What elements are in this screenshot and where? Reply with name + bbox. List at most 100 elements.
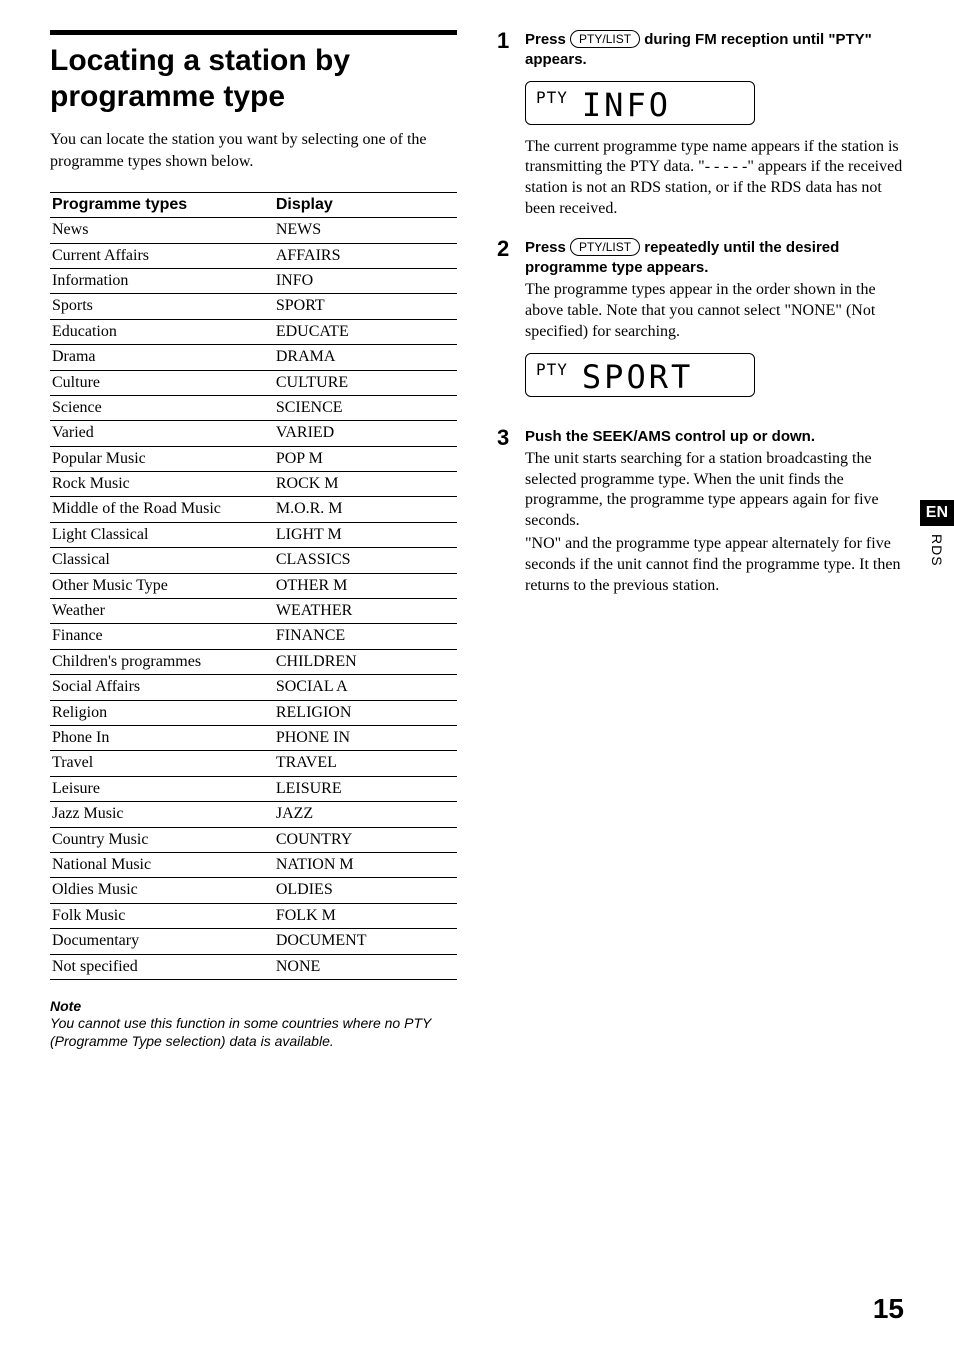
table-cell: Varied: [50, 421, 274, 446]
step-1: 1 Press PTY/LIST during FM reception unt…: [497, 30, 904, 220]
table-cell: Drama: [50, 345, 274, 370]
table-cell: Popular Music: [50, 446, 274, 471]
table-row: ClassicalCLASSICS: [50, 548, 457, 573]
table-cell: CULTURE: [274, 370, 457, 395]
table-cell: INFO: [274, 268, 457, 293]
table-cell: Religion: [50, 700, 274, 725]
table-cell: JAZZ: [274, 802, 457, 827]
table-cell: SCIENCE: [274, 395, 457, 420]
table-cell: Light Classical: [50, 522, 274, 547]
table-header: Programme types: [50, 193, 274, 218]
table-cell: Information: [50, 268, 274, 293]
table-cell: Phone In: [50, 726, 274, 751]
main-heading: Locating a station by programme type: [50, 43, 457, 115]
table-row: InformationINFO: [50, 268, 457, 293]
lcd-display-2: PTY SPORT: [525, 353, 755, 397]
table-cell: WEATHER: [274, 599, 457, 624]
step-3-body-1: The unit starts searching for a station …: [525, 449, 904, 532]
table-cell: LIGHT M: [274, 522, 457, 547]
table-header: Display: [274, 193, 457, 218]
table-cell: CHILDREN: [274, 649, 457, 674]
table-row: Current AffairsAFFAIRS: [50, 243, 457, 268]
table-cell: Leisure: [50, 776, 274, 801]
table-cell: News: [50, 218, 274, 243]
table-cell: Other Music Type: [50, 573, 274, 598]
table-cell: AFFAIRS: [274, 243, 457, 268]
table-row: VariedVARIED: [50, 421, 457, 446]
lcd-display-1: PTY INFO: [525, 81, 755, 125]
table-row: Popular MusicPOP M: [50, 446, 457, 471]
note-body: You cannot use this function in some cou…: [50, 1014, 457, 1050]
table-row: Oldies MusicOLDIES: [50, 878, 457, 903]
table-row: ScienceSCIENCE: [50, 395, 457, 420]
table-cell: COUNTRY: [274, 827, 457, 852]
table-cell: M.O.R. M: [274, 497, 457, 522]
table-cell: DOCUMENT: [274, 929, 457, 954]
side-tab: EN RDS: [920, 500, 954, 567]
step-1-lead-pre: Press: [525, 31, 570, 48]
lcd-value: INFO: [582, 86, 671, 124]
table-cell: Current Affairs: [50, 243, 274, 268]
table-cell: Not specified: [50, 954, 274, 979]
table-cell: TRAVEL: [274, 751, 457, 776]
lcd-indicator: PTY: [536, 360, 568, 379]
step-2-body: The programme types appear in the order …: [525, 280, 904, 342]
heading-rule: [50, 30, 457, 35]
step-number: 1: [497, 30, 515, 220]
step-3-lead: Push the SEEK/AMS control up or down.: [525, 427, 904, 447]
step-2: 2 Press PTY/LIST repeatedly until the de…: [497, 238, 904, 409]
page-number: 15: [873, 1293, 904, 1325]
table-row: Light ClassicalLIGHT M: [50, 522, 457, 547]
table-cell: OLDIES: [274, 878, 457, 903]
table-cell: FINANCE: [274, 624, 457, 649]
table-row: National MusicNATION M: [50, 852, 457, 877]
table-row: Not specifiedNONE: [50, 954, 457, 979]
table-cell: PHONE IN: [274, 726, 457, 751]
table-row: TravelTRAVEL: [50, 751, 457, 776]
step-2-lead-pre: Press: [525, 239, 570, 256]
table-cell: LEISURE: [274, 776, 457, 801]
table-cell: Weather: [50, 599, 274, 624]
table-row: Middle of the Road MusicM.O.R. M: [50, 497, 457, 522]
lcd-value: SPORT: [582, 358, 693, 396]
step-1-body: The current programme type name appears …: [525, 137, 904, 220]
table-cell: ROCK M: [274, 472, 457, 497]
step-3-body-2: "NO" and the programme type appear alter…: [525, 534, 904, 596]
table-cell: NATION M: [274, 852, 457, 877]
table-cell: CLASSICS: [274, 548, 457, 573]
table-cell: Middle of the Road Music: [50, 497, 274, 522]
table-cell: DRAMA: [274, 345, 457, 370]
table-row: Rock MusicROCK M: [50, 472, 457, 497]
table-row: WeatherWEATHER: [50, 599, 457, 624]
table-cell: FOLK M: [274, 903, 457, 928]
table-row: DramaDRAMA: [50, 345, 457, 370]
intro-text: You can locate the station you want by s…: [50, 129, 457, 172]
lcd-indicator: PTY: [536, 88, 568, 107]
table-cell: National Music: [50, 852, 274, 877]
table-row: CultureCULTURE: [50, 370, 457, 395]
table-cell: Oldies Music: [50, 878, 274, 903]
language-badge: EN: [920, 500, 954, 526]
table-cell: POP M: [274, 446, 457, 471]
table-row: Country MusicCOUNTRY: [50, 827, 457, 852]
table-cell: Sports: [50, 294, 274, 319]
table-cell: Travel: [50, 751, 274, 776]
table-cell: RELIGION: [274, 700, 457, 725]
table-row: Folk MusicFOLK M: [50, 903, 457, 928]
table-cell: OTHER M: [274, 573, 457, 598]
table-cell: Finance: [50, 624, 274, 649]
table-cell: SOCIAL A: [274, 675, 457, 700]
table-cell: Country Music: [50, 827, 274, 852]
table-row: NewsNEWS: [50, 218, 457, 243]
note-heading: Note: [50, 998, 457, 1014]
step-2-lead: Press PTY/LIST repeatedly until the desi…: [525, 238, 904, 279]
step-1-lead: Press PTY/LIST during FM reception until…: [525, 30, 904, 71]
table-row: ReligionRELIGION: [50, 700, 457, 725]
table-cell: VARIED: [274, 421, 457, 446]
step-number: 2: [497, 238, 515, 409]
table-cell: Education: [50, 319, 274, 344]
table-row: Other Music TypeOTHER M: [50, 573, 457, 598]
table-row: Jazz MusicJAZZ: [50, 802, 457, 827]
table-row: FinanceFINANCE: [50, 624, 457, 649]
table-cell: Documentary: [50, 929, 274, 954]
